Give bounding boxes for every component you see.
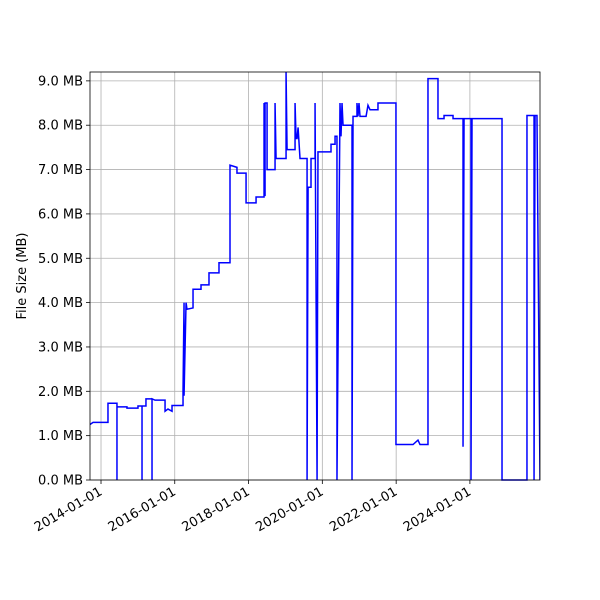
- y-tick-label: 7.0 MB: [38, 163, 83, 178]
- y-tick-label: 9.0 MB: [38, 74, 83, 89]
- x-tick-label: 2016-01-01: [106, 484, 179, 535]
- y-tick-label: 2.0 MB: [38, 385, 83, 400]
- line: [90, 71, 540, 481]
- y-tick-label: 3.0 MB: [38, 340, 83, 355]
- x-tick-label: 2018-01-01: [180, 484, 253, 535]
- y-tick-label: 6.0 MB: [38, 207, 83, 222]
- x-tick-label: 2022-01-01: [327, 484, 400, 535]
- y-tick-label: 1.0 MB: [38, 429, 83, 444]
- y-tick-label: 4.0 MB: [38, 296, 83, 311]
- y-axis-label: File Size (MB): [15, 233, 30, 320]
- y-tick-label: 5.0 MB: [38, 252, 83, 267]
- x-tick-label: 2020-01-01: [253, 484, 326, 535]
- x-tick-label: 2024-01-01: [401, 484, 474, 535]
- plot-frame: [89, 71, 541, 481]
- x-tick-label: 2014-01-01: [32, 484, 105, 535]
- y-tick-label: 0.0 MB: [38, 474, 83, 489]
- y-tick-label: 8.0 MB: [38, 119, 83, 134]
